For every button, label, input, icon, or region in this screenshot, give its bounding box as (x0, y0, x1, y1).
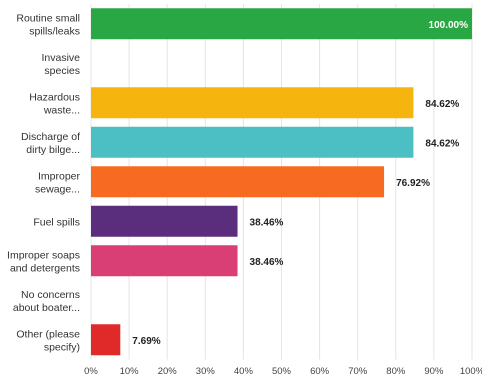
bar (91, 87, 414, 119)
x-tick-label: 50% (272, 366, 292, 377)
x-axis-ticks: 0% 10% 20% 30% 40% 50% 60% 70% 80% 90% 100% (84, 366, 482, 377)
category-label: Discharge of (21, 131, 80, 143)
value-label: 84.62% (425, 138, 459, 149)
bar (91, 205, 238, 237)
category-label: Improper soaps (7, 249, 80, 261)
category-label: spills/leaks (29, 25, 80, 37)
category-label: Invasive (41, 52, 80, 64)
value-label: 76.92% (396, 178, 430, 189)
x-tick-label: 30% (196, 366, 216, 377)
value-label: 100.00% (429, 20, 469, 31)
value-label: 7.69% (132, 336, 160, 347)
bar (91, 126, 414, 158)
category-label: about boater... (13, 302, 80, 314)
value-label: 38.46% (250, 257, 284, 268)
value-label: 38.46% (250, 217, 284, 228)
category-label: Hazardous (29, 91, 80, 103)
value-labels: 100.00% 84.62% 84.62% 76.92% 38.46% 38.46% 7.6… (132, 20, 468, 347)
x-tick-label: 70% (348, 366, 368, 377)
category-label: dirty bilge... (26, 144, 80, 156)
bar (91, 324, 121, 356)
x-tick-label: 0% (84, 366, 98, 377)
bars (91, 8, 472, 356)
category-label: No concerns (21, 289, 80, 301)
bar (91, 166, 385, 198)
category-label: Routine small (16, 12, 80, 24)
category-label: waste... (43, 104, 80, 116)
x-tick-label: 80% (386, 366, 406, 377)
category-label: Other (please (16, 328, 80, 340)
x-tick-label: 20% (158, 366, 178, 377)
category-label: Fuel spills (33, 216, 80, 228)
category-label: sewage... (35, 183, 80, 195)
x-tick-label: 90% (424, 366, 444, 377)
category-label: specify) (44, 341, 80, 353)
bar (91, 245, 238, 277)
category-label: Improper (38, 170, 81, 182)
x-tick-label: 10% (120, 366, 140, 377)
value-label: 84.62% (425, 99, 459, 110)
category-label: and detergents (10, 262, 80, 274)
x-tick-label: 100% (460, 366, 482, 377)
bar (91, 8, 472, 40)
x-tick-label: 40% (234, 366, 254, 377)
category-label: species (44, 65, 80, 77)
x-tick-label: 60% (310, 366, 330, 377)
